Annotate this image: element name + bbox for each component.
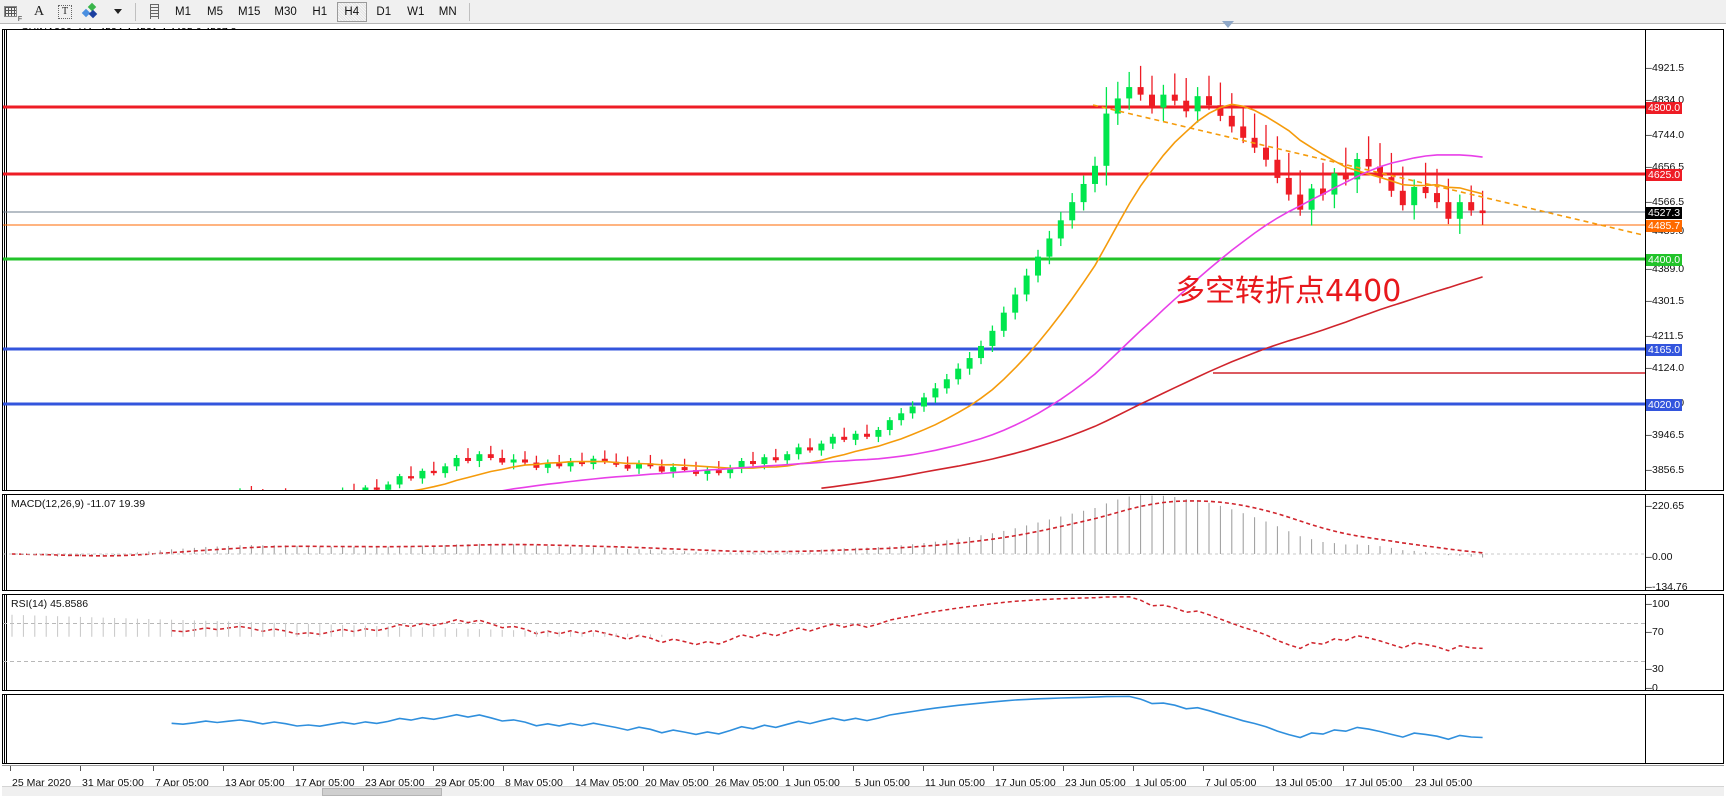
- time-tick: [433, 766, 434, 771]
- period-separator-icon[interactable]: [141, 1, 167, 23]
- time-tick: [1273, 766, 1274, 771]
- horizontal-scrollbar[interactable]: [2, 786, 1724, 796]
- macd-tick: –220.65: [1646, 500, 1685, 512]
- volume-canvas: [3, 695, 1723, 763]
- time-tick: [363, 766, 364, 771]
- price-tick: –4211.5: [1646, 330, 1684, 342]
- price-tick: –4744.0: [1646, 129, 1685, 141]
- timeframe-m30[interactable]: M30: [274, 5, 297, 18]
- toolbar-empty-area: [475, 0, 1726, 24]
- price-chart-canvas[interactable]: [3, 30, 1723, 490]
- timeframe-h1[interactable]: H1: [312, 5, 328, 18]
- macd-tick: –0.00: [1646, 551, 1673, 563]
- toolbar-separator-2: [468, 2, 470, 21]
- toolbar: F A T M1 M5 M15 M30 H1 H4 D1 W1 MN: [0, 0, 1726, 24]
- volume-panel-left-rail: [3, 695, 7, 763]
- timeframe-m5[interactable]: M5: [207, 5, 223, 18]
- time-tick: [153, 766, 154, 771]
- price-chart-svg: [3, 65, 1647, 490]
- price-tick: –4301.5: [1646, 295, 1685, 307]
- time-tick: [1413, 766, 1414, 771]
- rsi-svg: [3, 596, 1647, 662]
- time-tick: [80, 766, 81, 771]
- time-tick: [923, 766, 924, 771]
- timeframe-h4[interactable]: H4: [336, 1, 367, 22]
- price-level-label[interactable]: 4625.0: [1646, 169, 1683, 181]
- price-scale[interactable]: –4921.5–4834.0–4744.0–4656.5–4566.5–4489…: [1645, 30, 1723, 575]
- toolbar-tools-group: F A T: [0, 0, 130, 24]
- time-tick: [573, 766, 574, 771]
- rsi-panel-left-rail: [3, 595, 7, 690]
- price-level-label[interactable]: 4165.0: [1646, 344, 1683, 356]
- price-level-label[interactable]: 4485.7: [1646, 220, 1683, 232]
- time-tick: [293, 766, 294, 771]
- rsi-tick: –0: [1646, 682, 1658, 694]
- time-tick: [643, 766, 644, 771]
- time-tick: [1203, 766, 1204, 771]
- text-box-icon[interactable]: T: [52, 1, 78, 23]
- price-level-label[interactable]: 4527.3: [1646, 207, 1683, 219]
- volume-svg: [171, 695, 1483, 741]
- objects-icon[interactable]: [78, 1, 104, 23]
- price-level-label[interactable]: 4400.0: [1646, 254, 1683, 266]
- price-level-label[interactable]: 4800.0: [1646, 102, 1683, 114]
- rsi-label: RSI(14) 45.8586: [11, 598, 89, 610]
- scrollbar-thumb[interactable]: [322, 788, 442, 796]
- time-tick: [223, 766, 224, 771]
- rsi-tick: –70: [1646, 626, 1664, 638]
- chart-annotation-text: 多空转折点4400: [1175, 274, 1402, 309]
- macd-panel[interactable]: MACD(12,26,9) -11.07 19.39 –220.65 –0.00–…: [2, 494, 1724, 593]
- timeframe-m15[interactable]: M15: [238, 5, 261, 18]
- timeframe-m1[interactable]: M1: [175, 5, 191, 18]
- time-tick: [10, 766, 11, 771]
- text-label-A-icon[interactable]: A: [33, 3, 45, 19]
- time-tick: [853, 766, 854, 771]
- timeframe-group: M1 M5 M15 M30 H1 H4 D1 W1 MN: [167, 0, 464, 24]
- price-tick: –3946.5: [1646, 429, 1685, 441]
- price-tick: –4921.5: [1646, 62, 1685, 74]
- macd-scale: –220.65 –0.00 –-134.76: [1645, 495, 1723, 593]
- grid-icon[interactable]: F: [0, 1, 26, 23]
- price-tick: –3856.5: [1646, 464, 1685, 476]
- macd-canvas: [3, 495, 1723, 590]
- macd-label: MACD(12,26,9) -11.07 19.39: [11, 498, 146, 510]
- rsi-tick: –30: [1646, 663, 1664, 675]
- price-tick: –4389.0: [1646, 263, 1685, 275]
- rsi-scale: –100 –70 –30 –0: [1645, 595, 1723, 694]
- toolbar-separator: [135, 2, 136, 21]
- price-level-label[interactable]: 4020.0: [1646, 399, 1683, 411]
- objects-dropdown-icon[interactable]: [104, 1, 130, 23]
- time-tick: [783, 766, 784, 771]
- timeframe-mn[interactable]: MN: [438, 5, 457, 18]
- time-tick: [713, 766, 714, 771]
- rsi-panel[interactable]: RSI(14) 45.8586 –100 –70 –30 –0: [2, 594, 1724, 694]
- timeframe-w1[interactable]: W1: [407, 5, 425, 18]
- time-tick: [1343, 766, 1344, 771]
- price-tick: –4566.5: [1646, 196, 1685, 208]
- crosshair-marker-icon: [1222, 21, 1234, 28]
- price-chart-panel[interactable]: 多空转折点4400 –4921.5 –4834.0 –4744.0 –4656.5 –4…: [2, 29, 1724, 575]
- time-tick: [1133, 766, 1134, 771]
- timeframe-d1[interactable]: D1: [376, 5, 392, 18]
- rsi-tick: –100: [1646, 598, 1670, 610]
- price-tick: –4124.0: [1646, 362, 1685, 374]
- macd-tick: –-134.76: [1646, 581, 1688, 593]
- volume-panel[interactable]: [2, 694, 1724, 764]
- macd-svg: [3, 495, 1647, 558]
- time-tick: [993, 766, 994, 771]
- volume-scale: [1645, 695, 1723, 763]
- time-tick: [1063, 766, 1064, 771]
- time-tick: [503, 766, 504, 771]
- rsi-canvas: [3, 595, 1723, 690]
- macd-panel-left-rail: [3, 495, 7, 590]
